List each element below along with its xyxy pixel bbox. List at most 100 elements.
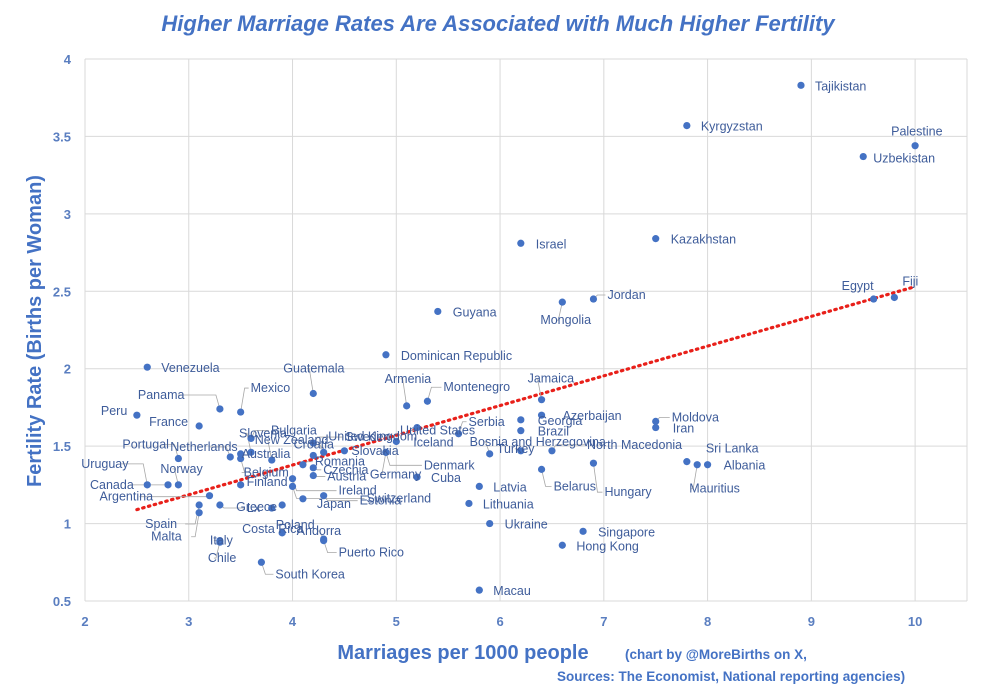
point-estonia xyxy=(320,492,328,500)
point-albania xyxy=(703,461,712,469)
x-tick-label: 2 xyxy=(81,614,88,629)
point-montenegro xyxy=(423,397,432,405)
y-axis-ticks: 0.5 1 1.5 2 2.5 3 3.5 4 xyxy=(53,52,72,609)
leader-belarus xyxy=(541,469,552,487)
leader-norway xyxy=(172,468,179,485)
x-tick-label: 3 xyxy=(185,614,192,629)
point-brazil xyxy=(517,427,525,435)
point-japan xyxy=(299,495,307,503)
y-tick-label: 4 xyxy=(64,52,72,67)
label-north-macedonia: North Macedonia xyxy=(587,438,682,452)
point-palestine xyxy=(911,142,919,150)
label-mongolia: Mongolia xyxy=(540,313,591,327)
leader-portugal xyxy=(162,444,179,459)
point-georgia xyxy=(517,416,525,424)
leader-armenia xyxy=(400,378,408,406)
label-venezuela: Venezuela xyxy=(161,361,219,375)
label-germany: Germany xyxy=(370,467,422,481)
point-costa-rica xyxy=(278,529,286,537)
point-czechia xyxy=(309,464,317,472)
point-hungary xyxy=(589,459,598,467)
point-switzerland xyxy=(288,482,297,491)
leader-south-korea xyxy=(261,562,274,575)
label-australia: Australia xyxy=(242,447,291,461)
leader-hungary xyxy=(593,463,603,493)
point-belarus xyxy=(537,465,546,473)
label-brazil: Brazil xyxy=(538,425,569,439)
label-japan: Japan xyxy=(317,497,351,511)
label-latvia: Latvia xyxy=(493,480,526,494)
point-mongolia xyxy=(558,298,566,306)
leader-new-zealand xyxy=(265,439,273,461)
point-norway xyxy=(174,481,182,489)
point-peru xyxy=(133,411,141,419)
point-israel xyxy=(517,239,525,247)
label-panama: Panama xyxy=(138,388,185,402)
point-north-macedonia xyxy=(548,447,556,455)
label-sweden: Sweden xyxy=(345,430,390,444)
label-cuba: Cuba xyxy=(431,471,461,485)
label-poland: Poland xyxy=(276,518,315,532)
leader-malta xyxy=(191,512,200,538)
point-labels: Tajikistan Kyrgyzstan Palestine Uzbekistan I… xyxy=(81,79,942,598)
leader-bosnia-and-herzegovina xyxy=(483,441,491,455)
leader-denmark xyxy=(385,452,422,466)
chart-title: Higher Marriage Rates Are Associated wit… xyxy=(161,11,836,36)
label-netherlands: Netherlands xyxy=(170,440,237,454)
point-fiji xyxy=(890,293,898,302)
y-tick-label: 1 xyxy=(64,517,71,532)
label-argentina: Argentina xyxy=(100,490,154,504)
leader-uruguay xyxy=(121,463,148,485)
y-tick-label: 0.5 xyxy=(53,594,71,609)
label-sri-lanka: Sri Lanka xyxy=(706,442,759,456)
point-hong-kong xyxy=(558,541,566,549)
point-lithuania xyxy=(465,499,473,508)
label-norway: Norway xyxy=(160,462,203,476)
leader-switzerland xyxy=(292,486,365,499)
data-points xyxy=(133,81,919,594)
y-tick-label: 3 xyxy=(64,207,71,222)
point-united-states xyxy=(413,423,421,432)
point-jamaica xyxy=(537,396,546,404)
point-serbia xyxy=(454,430,463,438)
leader-montenegro xyxy=(427,386,442,402)
label-lithuania: Lithuania xyxy=(483,497,534,511)
label-denmark: Denmark xyxy=(424,458,475,472)
label-moldova: Moldova xyxy=(672,410,719,424)
label-belgium: Belgium xyxy=(244,466,289,480)
label-guyana: Guyana xyxy=(453,305,497,319)
label-finland: Finland xyxy=(247,475,288,489)
point-malta xyxy=(195,509,203,517)
label-jordan: Jordan xyxy=(607,288,645,302)
label-austria: Austria xyxy=(327,470,366,484)
point-guatemala xyxy=(309,389,317,398)
label-fiji: Fiji xyxy=(902,274,918,288)
leader-chile xyxy=(213,542,221,559)
point-bosnia-and-herzegovina xyxy=(486,450,494,458)
label-singapore: Singapore xyxy=(598,525,655,539)
point-azerbaijan xyxy=(537,411,546,419)
y-tick-label: 2.5 xyxy=(53,284,71,299)
point-croatia xyxy=(320,448,328,456)
point-puerto-rico xyxy=(320,537,328,545)
point-jordan xyxy=(589,295,598,303)
label-greece: Greece xyxy=(236,500,277,514)
y-tick-label: 2 xyxy=(64,362,71,377)
x-tick-label: 6 xyxy=(496,614,503,629)
label-canada: Canada xyxy=(90,478,134,492)
point-ukraine xyxy=(486,519,494,528)
label-costa-rica: Costa Rica xyxy=(242,522,303,536)
point-chile xyxy=(216,538,224,546)
leader-mongolia xyxy=(556,302,563,321)
label-france: France xyxy=(149,415,188,429)
label-iceland: Iceland xyxy=(413,435,453,449)
label-switzerland: Switzerland xyxy=(367,491,432,505)
point-slovakia xyxy=(340,447,349,455)
label-armenia: Armenia xyxy=(385,372,432,386)
label-belarus: Belarus xyxy=(554,479,596,493)
x-axis-title: Marriages per 1000 people xyxy=(337,642,588,664)
label-mexico: Mexico xyxy=(251,381,291,395)
label-israel: Israel xyxy=(536,237,567,251)
label-lx: Lx xyxy=(247,501,261,515)
